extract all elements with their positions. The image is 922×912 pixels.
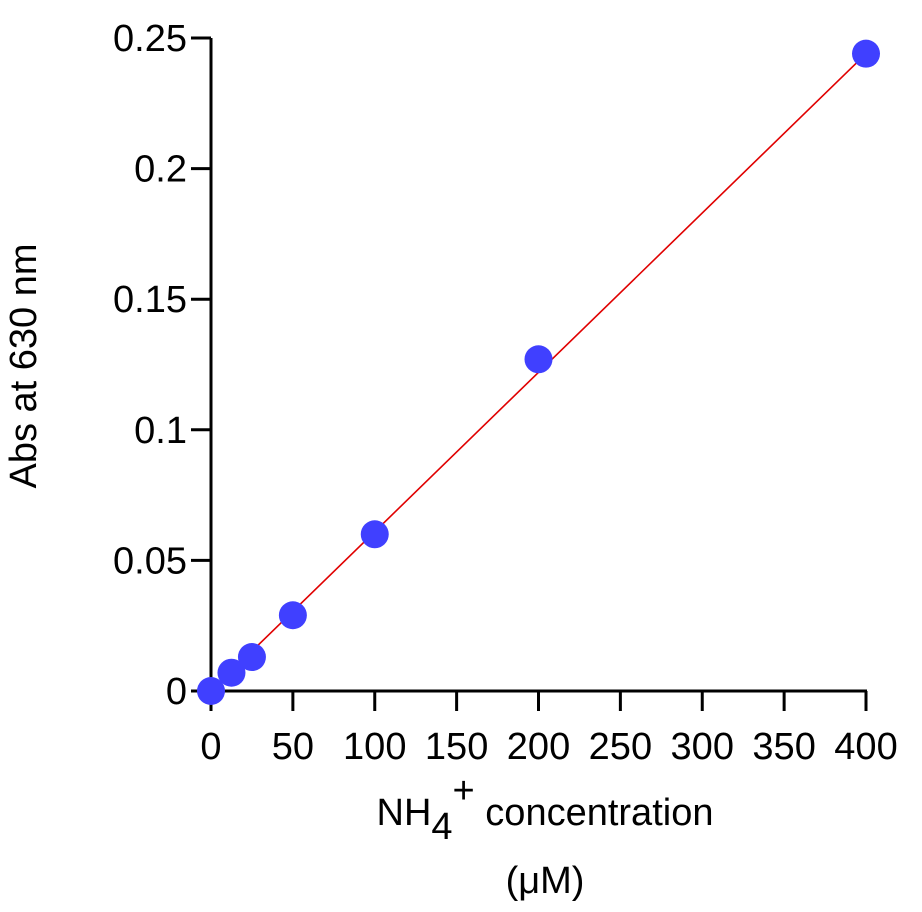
y-tick-label: 0.2 bbox=[134, 149, 187, 191]
x-ticks: 0 50 100 150 200 250 300 350 400 bbox=[200, 691, 898, 768]
x-tick-label: 50 bbox=[272, 726, 314, 768]
data-points bbox=[197, 39, 880, 705]
x-axis-label-superscript: + bbox=[453, 770, 475, 812]
x-tick-label: 100 bbox=[343, 726, 406, 768]
x-tick-label: 350 bbox=[752, 726, 815, 768]
y-tick-label: 0.15 bbox=[113, 279, 187, 321]
data-point bbox=[278, 601, 307, 630]
y-tick-label: 0 bbox=[166, 671, 187, 713]
x-tick-label: 150 bbox=[425, 726, 488, 768]
x-tick-label: 300 bbox=[671, 726, 734, 768]
x-axis-label: NH4+ concentration bbox=[377, 770, 714, 848]
data-point bbox=[360, 520, 389, 549]
y-tick-label: 0.1 bbox=[134, 410, 187, 452]
data-point bbox=[197, 677, 225, 705]
x-tick-label: 400 bbox=[834, 726, 897, 768]
x-tick-label: 200 bbox=[507, 726, 570, 768]
x-axis-label-rest: concentration bbox=[475, 792, 714, 834]
x-axis-label-subscript: 4 bbox=[431, 806, 452, 848]
x-axis-label-main: NH bbox=[377, 792, 432, 834]
y-tick-label: 0.05 bbox=[113, 540, 187, 582]
y-axis-label: Abs at 630 nm bbox=[3, 243, 45, 488]
data-point bbox=[237, 643, 266, 672]
x-tick-label: 0 bbox=[200, 726, 221, 768]
x-axis-unit-label: (μM) bbox=[506, 860, 585, 902]
y-ticks: 0 0.05 0.1 0.15 0.2 0.25 bbox=[113, 18, 211, 713]
data-point bbox=[217, 658, 246, 687]
data-point bbox=[852, 39, 880, 68]
y-tick-label: 0.25 bbox=[113, 18, 187, 60]
x-tick-label: 250 bbox=[589, 726, 652, 768]
data-point bbox=[524, 345, 553, 374]
